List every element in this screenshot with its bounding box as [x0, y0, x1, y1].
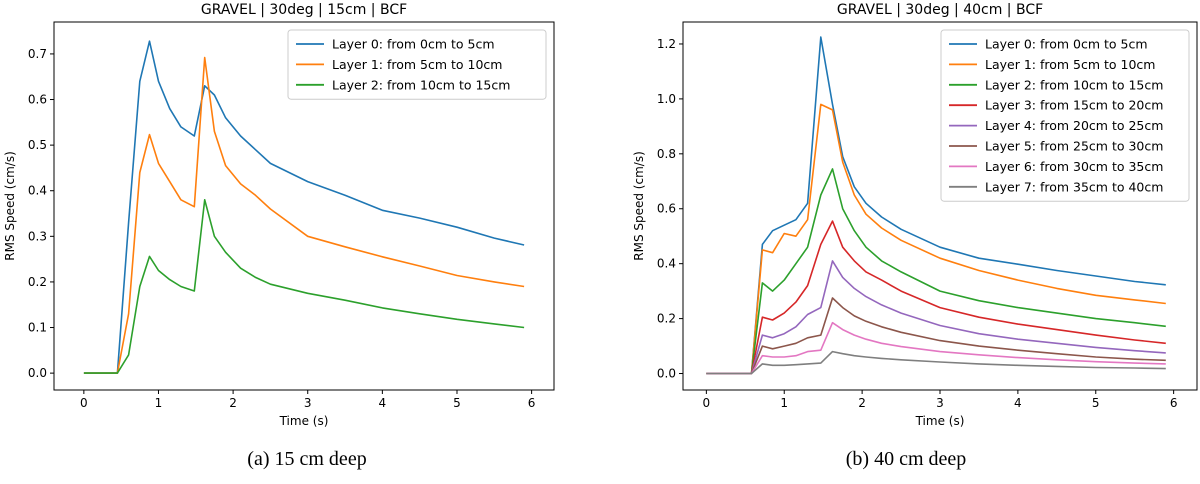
y-tick-label: 1.2: [657, 37, 676, 51]
legend-label-layer-3: Layer 3: from 15cm to 20cm: [985, 98, 1163, 113]
x-tick-label: 0: [80, 396, 88, 410]
y-tick-label: 0.0: [657, 367, 676, 381]
x-tick-label: 1: [155, 396, 163, 410]
series-line-layer-2: [706, 168, 1166, 375]
caption-b: (b) 40 cm deep: [845, 448, 967, 470]
x-tick-label: 4: [379, 396, 387, 410]
legend-label-layer-2: Layer 2: from 10cm to 15cm: [985, 77, 1163, 92]
series-line-layer-5: [706, 297, 1166, 375]
series-line-layer-4: [706, 260, 1166, 375]
y-tick-label: 0.6: [657, 202, 676, 216]
series-line-layer-3: [706, 220, 1166, 375]
y-tick-label: 0.4: [657, 257, 676, 271]
chart-40cm: GRAVEL | 30deg | 40cm | BCF 0 1 2 3 4 5 6 0.0 0.2…: [632, 2, 1198, 428]
y-axis-label: RMS Speed (cm/s): [632, 151, 646, 261]
series-line-layer-0: [706, 36, 1166, 375]
legend-label-layer-5: Layer 5: from 25cm to 30cm: [985, 139, 1163, 154]
legend-label-layer-2: Layer 2: from 10cm to 15cm: [332, 77, 510, 92]
x-tick-label: 6: [528, 396, 536, 410]
caption-a: (a) 15 cm deep: [247, 448, 367, 470]
legend-label-layer-0: Layer 0: from 0cm to 5cm: [332, 37, 495, 52]
y-tick-label: 1.0: [657, 92, 676, 106]
legend: Layer 0: from 0cm to 5cm Layer 1: from 5c…: [287, 29, 547, 100]
y-tick-label: 0.4: [28, 184, 47, 198]
x-tick-label: 4: [1014, 396, 1022, 410]
x-tick-label: 2: [858, 396, 866, 410]
y-axis-label: RMS Speed (cm/s): [3, 151, 17, 261]
series-line-layer-0: [83, 40, 525, 374]
y-tick-label: 0.2: [657, 312, 676, 326]
series-line-layer-2: [83, 199, 525, 374]
legend-label-layer-6: Layer 6: from 30cm to 35cm: [985, 159, 1163, 174]
y-tick-label: 0.5: [28, 138, 47, 152]
legend-label-layer-0: Layer 0: from 0cm to 5cm: [985, 37, 1148, 52]
legend-box: [940, 29, 1190, 202]
y-tick-label: 0.6: [28, 93, 47, 107]
series-line-layer-7: [706, 350, 1166, 375]
y-tick-label: 0.8: [657, 147, 676, 161]
legend-box: [287, 29, 547, 100]
x-tick-label: 5: [1092, 396, 1100, 410]
legend-label-layer-4: Layer 4: from 20cm to 25cm: [985, 118, 1163, 133]
series-line-layer-1: [706, 103, 1166, 375]
legend-label-layer-1: Layer 1: from 5cm to 10cm: [332, 57, 502, 72]
legend: Layer 0: from 0cm to 5cm Layer 1: from 5c…: [940, 29, 1190, 202]
series-line-layer-1: [83, 56, 525, 374]
chart-15cm: GRAVEL | 30deg | 15cm | BCF 0 1 2 3 4 5 6 0.0 0.1…: [3, 2, 555, 428]
chart-title: GRAVEL | 30deg | 40cm | BCF: [837, 2, 1043, 18]
x-tick-label: 0: [703, 396, 711, 410]
x-tick-label: 3: [304, 396, 312, 410]
x-tick-label: 3: [936, 396, 944, 410]
y-tick-label: 0.3: [28, 229, 47, 243]
x-tick-label: 6: [1170, 396, 1178, 410]
y-tick-label: 0.2: [28, 275, 47, 289]
x-axis-label: Time (s): [915, 414, 965, 428]
legend-label-layer-1: Layer 1: from 5cm to 10cm: [985, 57, 1155, 72]
legend-label-layer-7: Layer 7: from 35cm to 40cm: [985, 179, 1163, 194]
plot-frame: [53, 21, 555, 391]
x-tick-label: 2: [229, 396, 237, 410]
x-tick-label: 5: [453, 396, 461, 410]
y-tick-label: 0.7: [28, 47, 47, 61]
chart-title: GRAVEL | 30deg | 15cm | BCF: [201, 2, 407, 18]
series-line-layer-6: [706, 321, 1166, 375]
y-tick-label: 0.1: [28, 321, 47, 335]
x-tick-label: 1: [780, 396, 788, 410]
y-tick-label: 0.0: [28, 366, 47, 380]
x-axis-label: Time (s): [279, 414, 329, 428]
